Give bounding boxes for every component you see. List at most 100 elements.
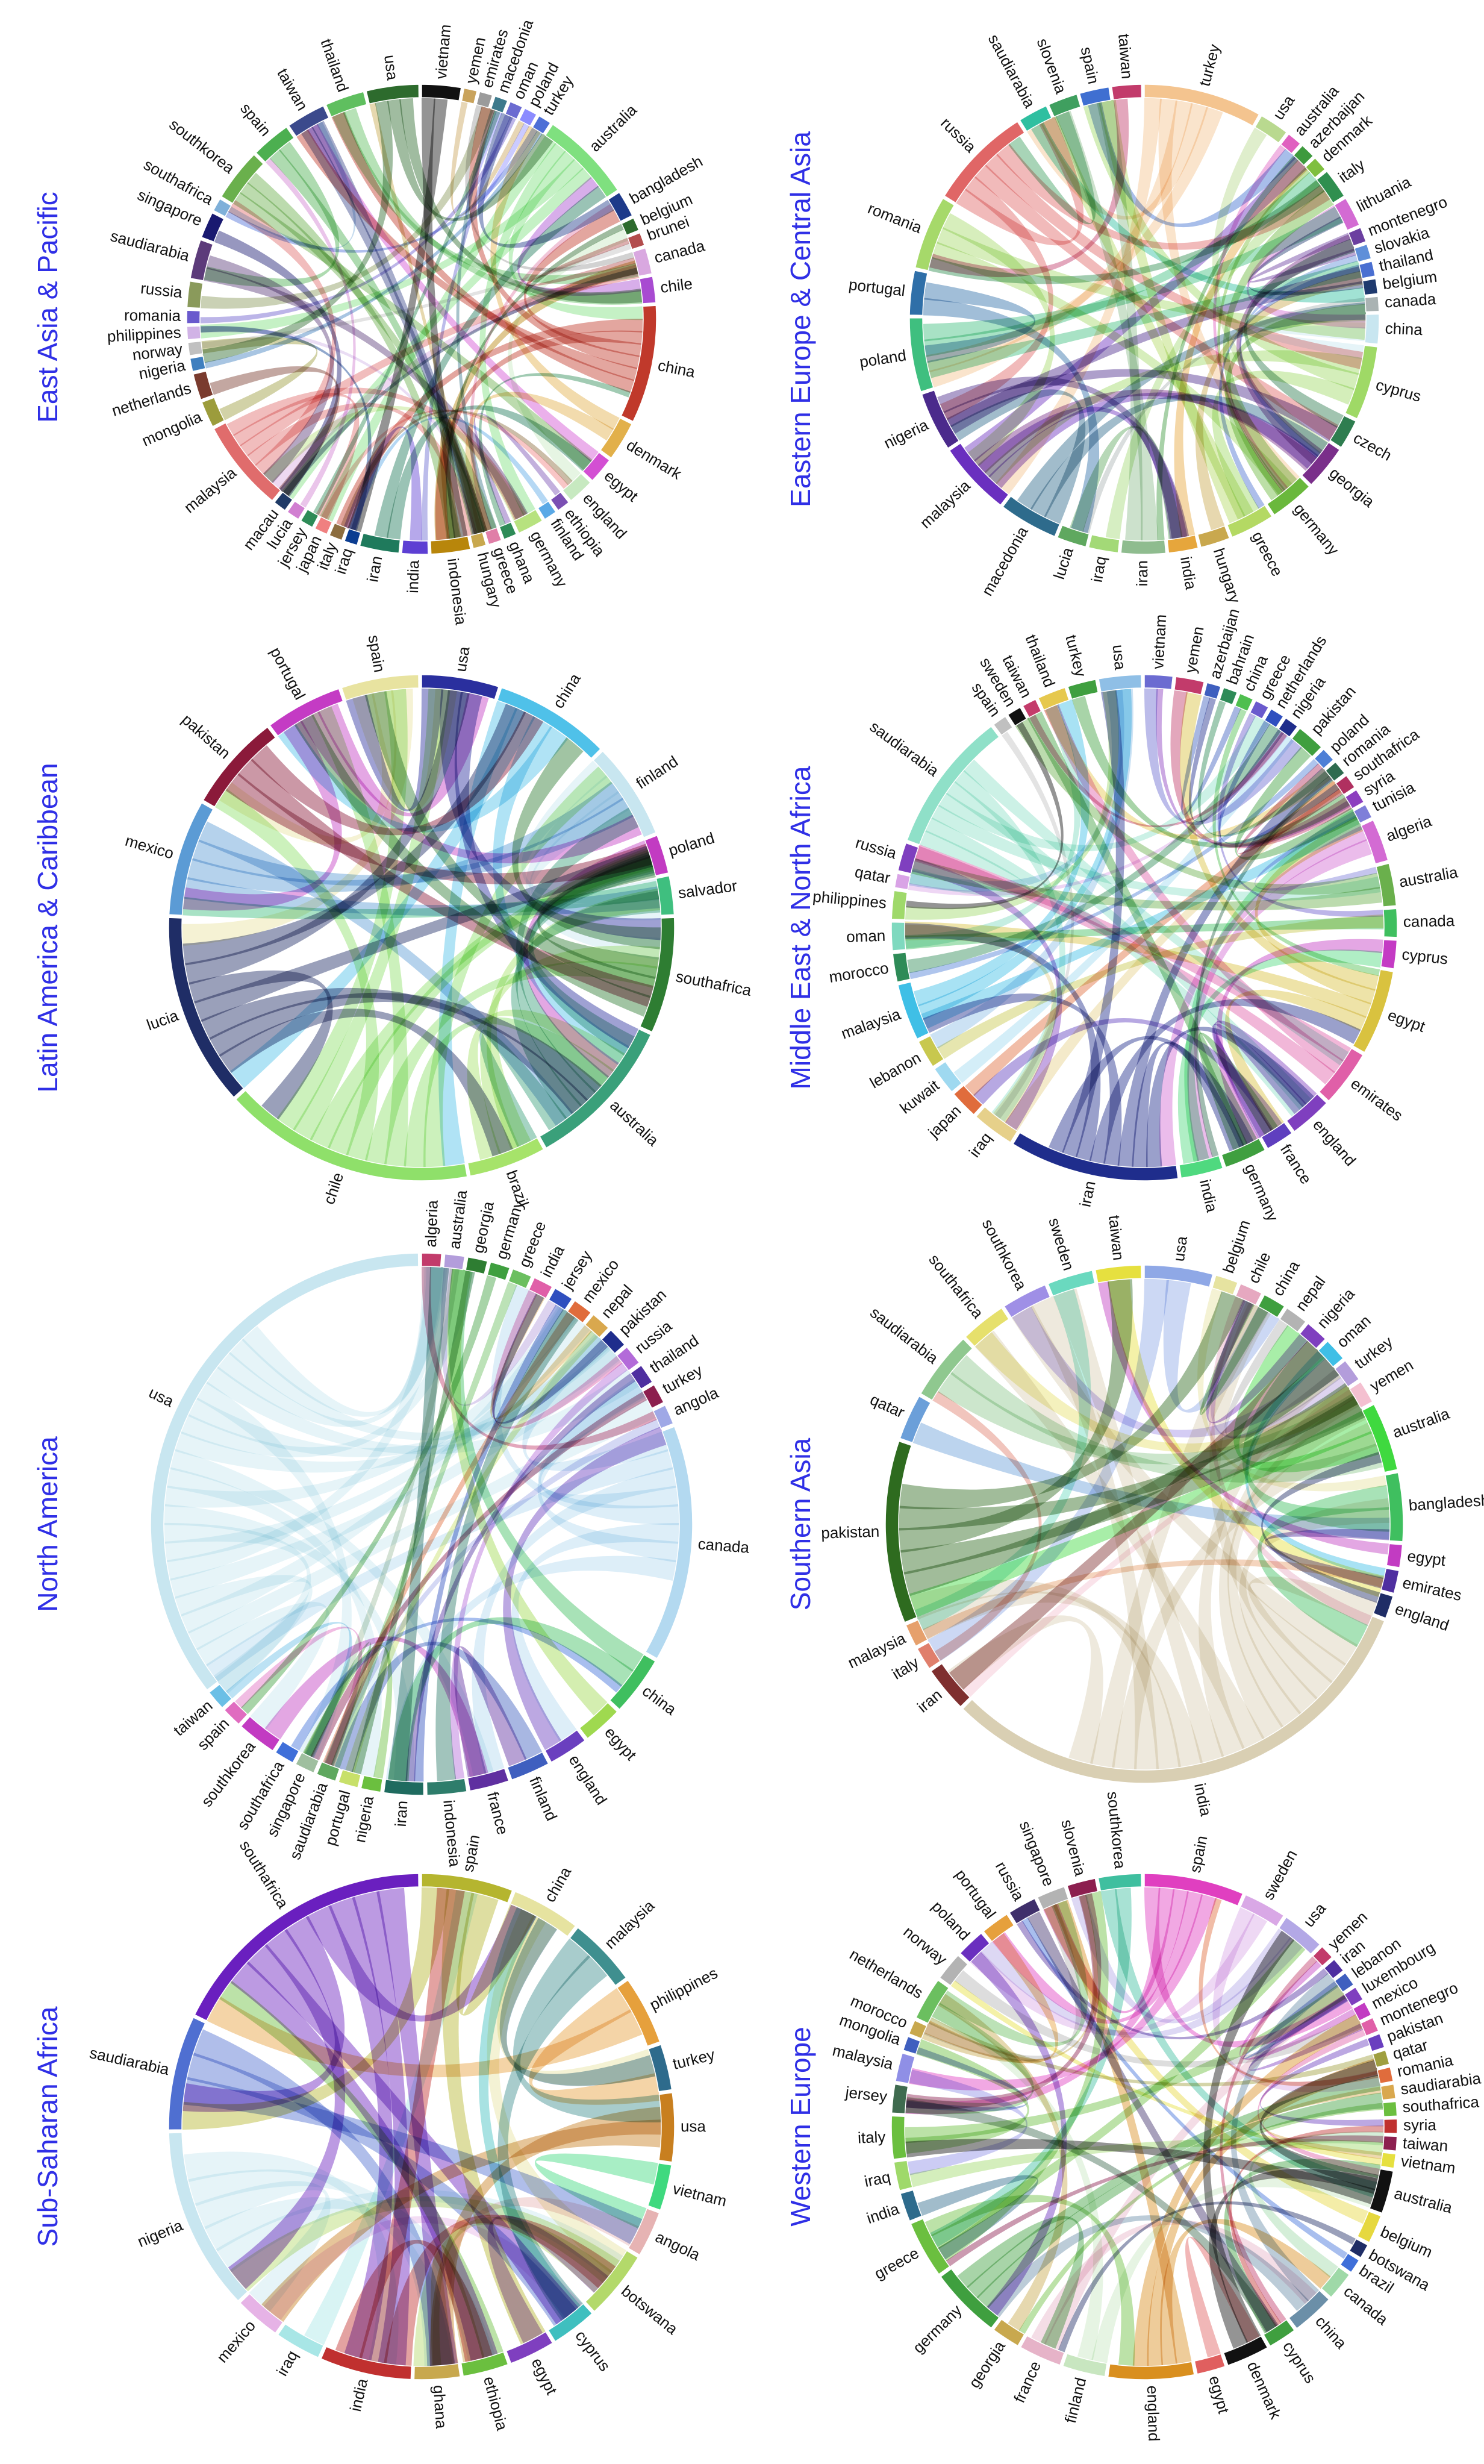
- label-england: england: [1144, 2385, 1164, 2441]
- ribbon-turkey-china: [499, 1917, 656, 2086]
- arc-qatar: [899, 1395, 932, 1443]
- arc-poland: [644, 834, 669, 877]
- label-chile: chile: [659, 275, 694, 297]
- ribbon-china-bangladesh: [523, 209, 642, 357]
- label-turkey: turkey: [671, 2045, 717, 2073]
- arc-mexico: [168, 802, 214, 916]
- arc-italy: [917, 1642, 941, 1669]
- label-georgia: georgia: [1326, 464, 1379, 511]
- arc-algeria: [1361, 819, 1389, 865]
- arc-poland: [959, 1933, 991, 1963]
- arc-taiwan: [288, 105, 330, 137]
- arc-spain: [993, 716, 1014, 736]
- label-ghana: ghana: [430, 2384, 450, 2430]
- chord-panel-eastern-europe-central-asia: Eastern Europe & Central Asiaturkeyusaau…: [785, 31, 1450, 605]
- arc-finland: [507, 1751, 549, 1781]
- arc-greece: [508, 1268, 532, 1289]
- arc-poland: [518, 107, 538, 127]
- label-spain: spain: [459, 1833, 484, 1874]
- label-mexico: mexico: [213, 2316, 259, 2366]
- label-malaysia: malaysia: [916, 476, 974, 531]
- arc-romania: [186, 310, 201, 324]
- arc-portugal: [269, 688, 344, 737]
- ribbon-lebanon-canada: [937, 914, 1384, 1060]
- label-japan: japan: [924, 1101, 964, 1142]
- ribbon-nigeria-ethiopia: [187, 2169, 496, 2362]
- label-greece: greece: [1249, 528, 1286, 579]
- label-iraq: iraq: [863, 2168, 892, 2190]
- ribbons: [923, 98, 1367, 542]
- ribbon-malaysia-usa: [513, 1938, 661, 2123]
- label-lucia: lucia: [1050, 545, 1077, 581]
- ribbon-india-southafrica: [974, 1330, 1265, 1750]
- label-vietnam: vietnam: [1149, 614, 1170, 670]
- ribbon-poland-germany: [970, 1951, 1067, 2316]
- label-france: france: [484, 1790, 512, 1836]
- label-iran: iran: [363, 554, 385, 583]
- label-poland: poland: [666, 828, 716, 859]
- label-australia: australia: [585, 101, 640, 155]
- arc-nigeria: [168, 2132, 249, 2302]
- arc-ghana: [499, 521, 517, 540]
- arc-spain: [1144, 1873, 1244, 1907]
- arc-sweden: [1239, 1894, 1285, 1927]
- arc-montenegro: [1347, 227, 1367, 247]
- arc-pakistan: [1367, 2033, 1385, 2053]
- label-portugal: portugal: [952, 1866, 1000, 1922]
- arc-turkey: [1334, 1360, 1360, 1387]
- label-germany: germany: [1290, 500, 1342, 558]
- ribbon-russia-saudiarabia: [955, 116, 1084, 246]
- arc-bangladesh: [607, 192, 633, 222]
- ribbon-pakistan-belgium: [899, 1290, 1245, 1510]
- label-taiwan: taiwan: [1105, 1215, 1127, 1262]
- ribbon-malaysia-canada: [239, 264, 640, 457]
- label-saudiarabia: saudiarabia: [867, 1303, 942, 1368]
- ribbon-ghana-china: [478, 373, 631, 527]
- label-india: india: [346, 2377, 372, 2413]
- label-usa: usa: [146, 1383, 177, 1410]
- label-vietnam: vietnam: [432, 23, 455, 80]
- label-qatar: qatar: [867, 1390, 908, 1422]
- arc-macedonia: [490, 95, 508, 114]
- arc-malaysia: [949, 442, 1009, 506]
- arc-canada: [644, 1426, 693, 1659]
- arc-iraq: [277, 2323, 325, 2359]
- panel-title: Sub-Saharan Africa: [32, 2006, 63, 2247]
- ribbon-qatar-bangladesh: [912, 1422, 1391, 1540]
- ribbons: [200, 98, 643, 541]
- ribbon-malaysia-usa: [917, 688, 1132, 1021]
- arc-botswana: [1348, 2238, 1369, 2259]
- ribbon-usa-italy: [928, 1278, 1170, 1662]
- arc-belgium: [1211, 1274, 1239, 1296]
- arc-southafrica: [639, 917, 675, 1033]
- arc-saudiarabia: [1019, 105, 1053, 133]
- arc-nigeria: [360, 1775, 384, 1793]
- ribbon-azerbaijan-china: [1181, 695, 1241, 815]
- arc-india: [320, 2346, 413, 2380]
- arc-romania: [1324, 761, 1345, 782]
- ribbon-thailand-chile: [343, 107, 643, 305]
- arc-germany: [487, 1261, 511, 1281]
- arc-taiwan: [1022, 698, 1042, 718]
- arc-australia: [544, 124, 619, 198]
- ribbon-saudiarabia-angola: [182, 2077, 643, 2245]
- arc-saudiarabia: [920, 1338, 973, 1401]
- ribbon-malaysia-emirates: [922, 1559, 1385, 1639]
- arc-luxembourg: [1344, 1986, 1364, 2007]
- label-saudiarabia: saudiarabia: [985, 31, 1040, 111]
- ribbon-vietnam-angola: [535, 2153, 659, 2229]
- label-spain: spain: [237, 99, 275, 140]
- arc-southkorea: [220, 154, 264, 204]
- label-singapore: singapore: [1016, 1818, 1058, 1889]
- arc-ethiopia: [460, 2351, 509, 2377]
- arc-azerbaijan: [1203, 682, 1221, 700]
- label-india: india: [1191, 1781, 1215, 1818]
- ribbon-pakistan-turkey: [899, 1383, 1359, 1531]
- label-nigeria: nigeria: [881, 415, 932, 452]
- label-canada: canada: [1384, 290, 1437, 311]
- ribbon-usa-mexico: [261, 2119, 661, 2322]
- ribbon-india-malaysia: [909, 1580, 1181, 1770]
- ribbon-emirates-russia: [914, 846, 1336, 1085]
